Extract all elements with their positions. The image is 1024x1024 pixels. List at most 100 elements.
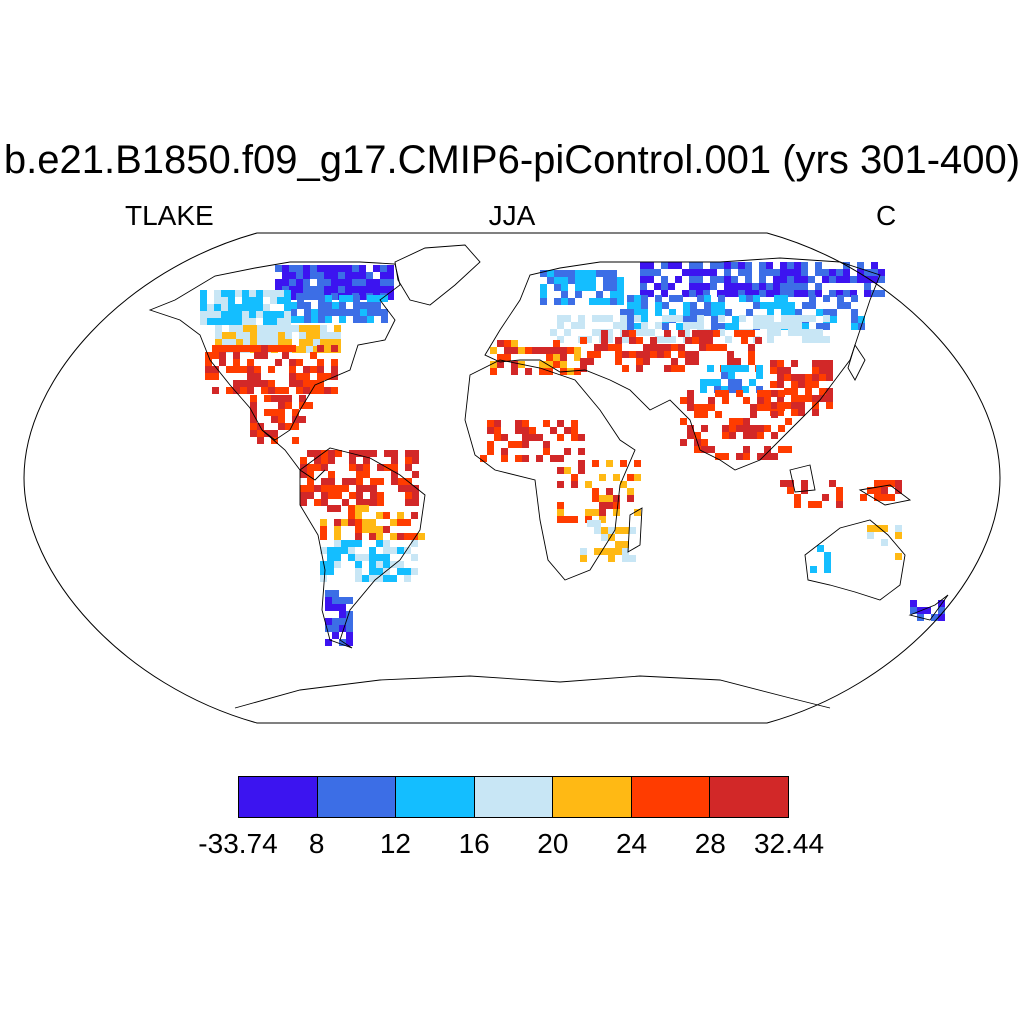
lake-cell [317,265,324,272]
lake-cell [318,302,325,309]
lake-cell [736,390,743,397]
lake-cell [689,269,696,276]
lake-cell [756,372,763,379]
lake-cell [412,499,419,506]
lake-cell [706,337,713,344]
lake-cell [627,302,634,309]
lake-cell [249,297,256,304]
lake-cell [381,295,388,302]
lake-cell [603,284,610,291]
lake-cell [303,366,310,373]
lake-cell [360,309,367,316]
lake-cell [657,344,664,351]
lake-cell [711,309,718,316]
lake-cell [306,325,313,332]
lake-cell [374,295,381,302]
lake-cell [753,302,760,309]
lake-cell [320,332,327,339]
lake-cell [332,309,339,316]
lake-cell [824,559,831,566]
lake-cell [560,361,567,368]
lake-cell [307,471,314,478]
lake-cell [377,492,384,499]
lake-cell [339,597,346,604]
lake-cell [636,337,643,344]
lake-cell [735,365,742,372]
lake-cell [412,457,419,464]
lake-cell [289,293,296,300]
lake-cell [781,315,788,322]
lake-cell [589,284,596,291]
lake-cell [585,516,592,523]
lake-cell [816,323,823,330]
lake-cell [592,460,599,467]
lake-cell [654,269,661,276]
lake-cell [331,359,338,366]
lake-cell [222,332,229,339]
lake-cell [207,304,214,311]
lake-cell [669,336,676,343]
lake-cell [857,262,864,269]
lake-cell [345,272,352,279]
lake-cell [725,309,732,316]
lake-cell [788,322,795,329]
lake-cell [257,339,264,346]
lake-cell [850,290,857,297]
lake-cell [331,286,338,293]
lake-cell [219,345,226,352]
lake-cell [826,360,833,367]
lake-cell [738,269,745,276]
lake-cell [278,339,285,346]
lake-cell [589,298,596,305]
lake-cell [767,329,774,336]
lake-cell [801,480,808,487]
lake-cell [707,365,714,372]
lake-cell [327,568,334,575]
lake-cell [334,325,341,332]
lake-cell [405,464,412,471]
lake-cell [599,474,606,481]
colorbar-tick-label: 16 [458,828,490,859]
lake-cell [794,269,801,276]
lake-cell [791,409,798,416]
lake-cell [874,525,881,532]
lake-cell [701,411,708,418]
lake-cell [355,526,362,533]
lake-cell [511,361,518,368]
colorbar-swatch [710,777,789,817]
lake-cell [715,453,722,460]
lake-cell [801,487,808,494]
lake-cell [836,494,843,501]
lake-cell [594,351,601,358]
lake-cell [397,568,404,575]
lake-cell [858,316,865,323]
lake-cell [676,295,683,302]
lake-cell [794,494,801,501]
lake-cell [697,309,704,316]
lake-cell [571,434,578,441]
lake-cell [564,516,571,523]
lake-cell [324,272,331,279]
lake-cell [331,366,338,373]
lake-cell [313,332,320,339]
lake-cell [356,485,363,492]
lake-cell [314,485,321,492]
lake-cell [678,344,685,351]
lake-cell [781,295,788,302]
lake-cell [546,361,553,368]
lake-cell [277,318,284,325]
lake-cell [640,262,647,269]
lake-cell [296,272,303,279]
lake-cell [571,322,578,329]
lake-cell [606,336,613,343]
lake-cell [634,309,641,316]
lake-cell [332,632,339,639]
lake-cell [369,575,376,582]
lake-cell [582,277,589,284]
lake-cell [724,283,731,290]
lake-cell [706,344,713,351]
lake-cell [788,302,795,309]
lake-cell [771,432,778,439]
lake-cell [264,339,271,346]
lake-cell [574,368,581,375]
